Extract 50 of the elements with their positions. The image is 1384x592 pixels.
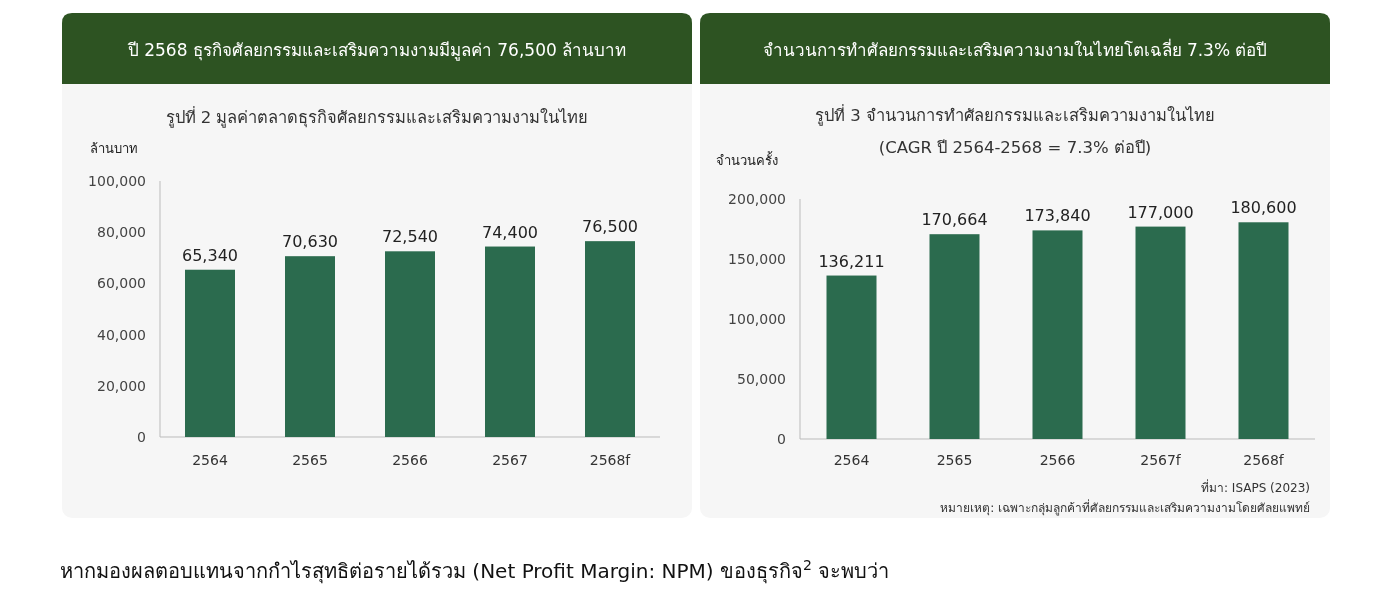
bar [1135, 226, 1186, 439]
data-label: 180,600 [1230, 198, 1297, 218]
y-tick-label: 100,000 [728, 311, 786, 327]
bar [1032, 230, 1083, 439]
x-tick-label: 2564 [192, 452, 228, 468]
bar [285, 256, 335, 437]
y-tick-label: 100,000 [88, 173, 146, 189]
y-tick-label: 200,000 [728, 191, 786, 207]
bar [826, 275, 877, 439]
chart-subtitle: รูปที่ 3 จำนวนการทำศัลยกรรมและเสริมความงามในไทย (CAGR ปี 2564-2568 = 7.3% ต่อปี) [815, 104, 1215, 157]
text: หากมองผลตอบแทนจากกำไรสุทธิต่อรายได้รวม (Net Profit Margin: NPM) ของธุรกิจ$^{2}$ จะพบว่า [60, 557, 890, 584]
data-label: 136,211 [818, 251, 885, 271]
y-tick-label: 0 [777, 431, 786, 447]
chart-title: จำนวนการทำศัลยกรรมและเสริมความงามในไทยโตเฉลี่ย 7.3% ต่อปี [762, 38, 1268, 60]
chart-subtitle: รูปที่ 2 มูลค่าตลาดธุรกิจศัลยกรรมและเสริมความงามในไทย [165, 106, 589, 128]
x-tick-label: 2566 [392, 452, 428, 468]
y-tick-label: 150,000 [728, 251, 786, 267]
data-label: 173,840 [1024, 206, 1091, 226]
x-tick-label: 2564 [833, 452, 870, 468]
y-axis-title: ล้านบาท [90, 141, 138, 156]
text: หมายเหตุ: เฉพาะกลุ่มลูกค้าที่ศัลยกรรมและเสริมความงามโดยศัลยแพทย์ [940, 499, 1310, 516]
x-tick-label: 2566 [1039, 452, 1076, 468]
y-tick-label: 60,000 [97, 275, 146, 292]
y-tick-label: 80,000 [97, 224, 146, 241]
chart-title: ปี 2568 ธุรกิจศัลยกรรมและเสริมความงามมีมูลค่า 76,500 ล้านบาท [126, 40, 627, 61]
bar [185, 269, 235, 437]
text: ที่มา: ISAPS (2023) [1200, 479, 1310, 495]
bar [485, 246, 535, 437]
bar [585, 241, 635, 437]
data-label: 65,340 [182, 245, 238, 265]
data-label: 170,664 [921, 210, 988, 230]
x-tick-label: 2565 [292, 452, 328, 468]
bar [385, 251, 435, 437]
y-tick-label: 20,000 [97, 377, 146, 394]
data-label: 70,630 [282, 232, 338, 252]
x-tick-label: 2567 [492, 452, 528, 468]
y-tick-label: 50,000 [737, 371, 786, 387]
y-tick-label: 0 [137, 429, 146, 445]
data-label: 76,500 [582, 217, 638, 237]
x-tick-label: 2568f [589, 452, 632, 468]
x-tick-label: 2565 [936, 452, 973, 468]
bar [929, 234, 980, 439]
y-tick-label: 40,000 [97, 326, 146, 343]
bar [1238, 222, 1289, 439]
data-label: 72,540 [382, 227, 438, 247]
y-axis-title: จำนวนครั้ง [716, 151, 778, 168]
x-tick-label: 2568f [1243, 452, 1285, 468]
data-label: 177,000 [1127, 202, 1194, 222]
data-label: 74,400 [482, 222, 538, 242]
x-tick-label: 2567f [1140, 452, 1182, 468]
